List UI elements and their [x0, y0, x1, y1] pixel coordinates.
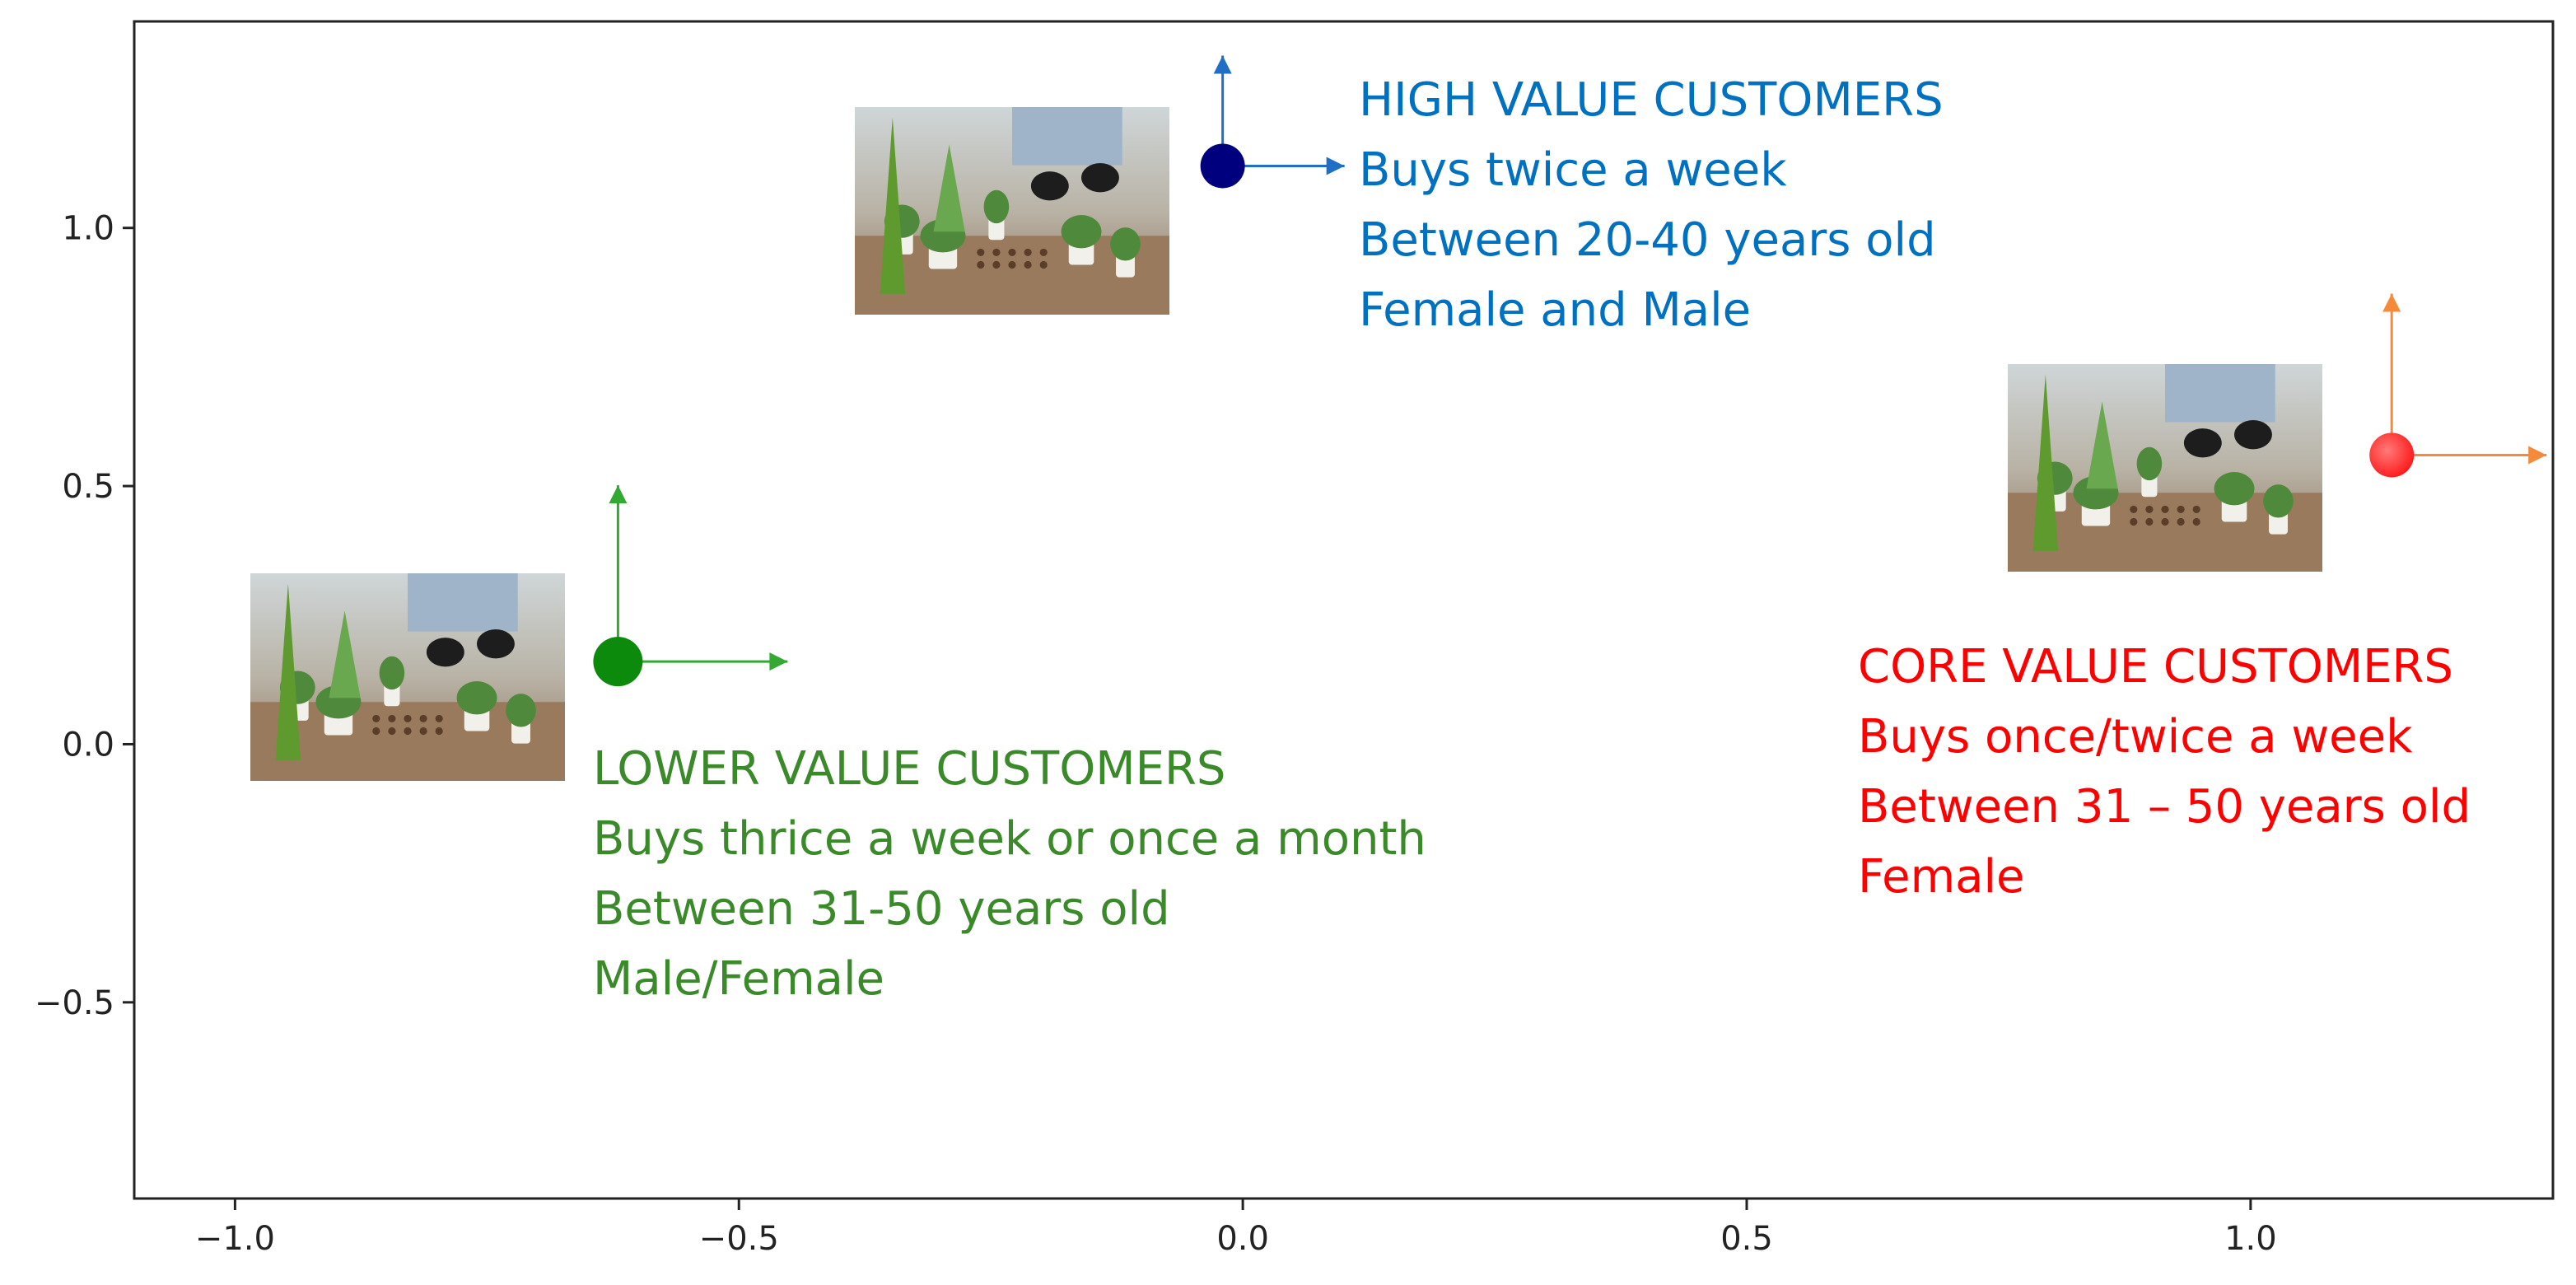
axis-arrow-up [2382, 293, 2401, 456]
cluster-detail: Buys once/twice a week [1858, 710, 2413, 764]
x-tick-label: 0.0 [1216, 1220, 1269, 1258]
cluster-detail: Between 20-40 years old [1359, 213, 1936, 267]
y-tick-label: −0.5 [35, 984, 114, 1022]
data-point-high [1200, 143, 1245, 189]
x-tick-label: −1.0 [195, 1220, 275, 1258]
cluster-detail: Buys twice a week [1359, 143, 1787, 197]
plant-workshop-photo-icon [855, 107, 1169, 315]
x-tick-label: −0.5 [699, 1220, 779, 1258]
axis-arrow-up [609, 485, 628, 662]
y-axis-ticks: −0.5 0.0 0.5 1.0 [35, 210, 134, 1022]
cluster-lower: LOWER VALUE CUSTOMERS Buys thrice a week … [250, 485, 1426, 1006]
cluster-title: CORE VALUE CUSTOMERS [1858, 640, 2453, 694]
cluster-detail: Between 31-50 years old [593, 882, 1170, 936]
cluster-detail: Female and Male [1359, 283, 1751, 337]
cluster-title: LOWER VALUE CUSTOMERS [593, 742, 1225, 796]
data-point-core [2369, 432, 2415, 478]
cluster-title: HIGH VALUE CUSTOMERS [1359, 73, 1944, 127]
plant-workshop-photo-icon [250, 573, 565, 781]
cluster-detail: Female [1858, 850, 2024, 904]
x-tick-label: 1.0 [2224, 1220, 2277, 1258]
axis-arrow-right [2392, 446, 2547, 465]
y-tick-label: 0.0 [62, 726, 114, 764]
axis-arrow-right [618, 652, 788, 671]
cluster-detail: Buys thrice a week or once a month [593, 812, 1426, 866]
plant-workshop-photo-icon [2008, 364, 2322, 572]
x-tick-label: 0.5 [1720, 1220, 1773, 1258]
cluster-detail: Male/Female [593, 952, 884, 1006]
y-tick-label: 1.0 [62, 210, 114, 248]
x-axis-ticks: −1.0 −0.5 0.0 0.5 1.0 [195, 1199, 2277, 1258]
cluster-detail: Between 31 – 50 years old [1858, 780, 2471, 834]
y-tick-label: 0.5 [62, 468, 114, 506]
data-point-lower [593, 637, 643, 687]
cluster-core: CORE VALUE CUSTOMERS Buys once/twice a we… [1858, 293, 2547, 904]
cluster-layer: HIGH VALUE CUSTOMERS Buys twice a week Bet… [250, 55, 2547, 1006]
cluster-high: HIGH VALUE CUSTOMERS Buys twice a week Bet… [855, 55, 1944, 337]
